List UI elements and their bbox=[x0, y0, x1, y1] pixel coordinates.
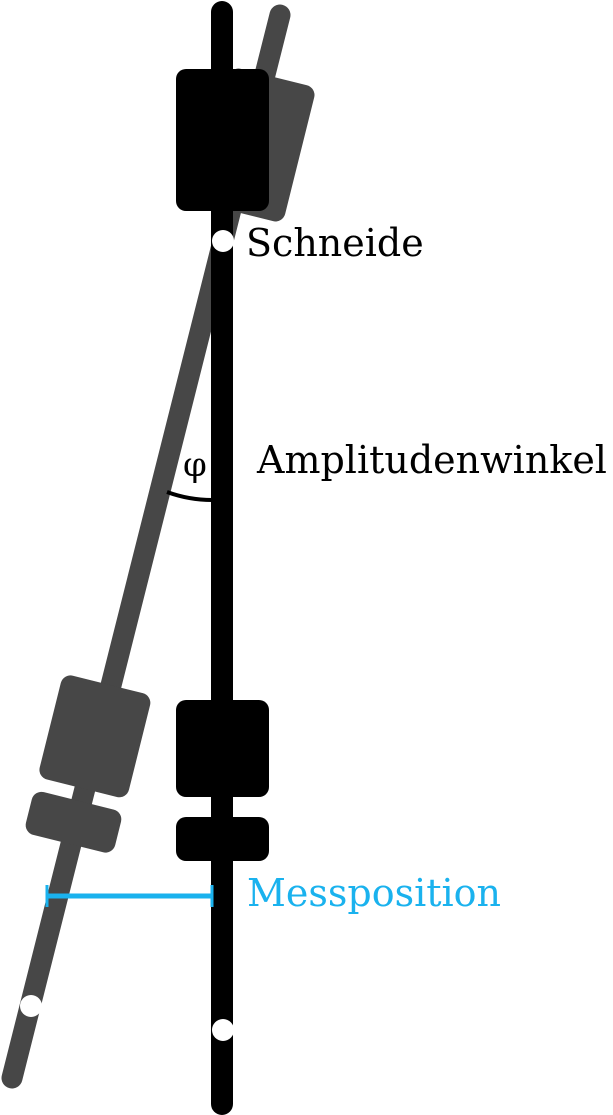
deflected-pendulum bbox=[1, 4, 315, 1089]
amplitude-label: Amplitudenwinkel bbox=[256, 438, 607, 482]
knife-edge-label: Schneide bbox=[246, 221, 424, 265]
rest-lower-weight-bottom bbox=[176, 817, 269, 861]
rest-lower-pivot bbox=[212, 1019, 234, 1041]
knife-edge-pivot bbox=[212, 230, 234, 252]
deflected-lower-pivot bbox=[20, 995, 42, 1017]
phi-symbol: φ bbox=[183, 445, 207, 485]
deflected-lower-weight-top bbox=[39, 675, 151, 798]
measure-position-label: Messposition bbox=[247, 871, 501, 915]
measure-marker bbox=[45, 885, 214, 907]
rest-pendulum bbox=[176, 1, 269, 1115]
rest-upper-weight bbox=[176, 69, 269, 211]
rest-lower-weight-top bbox=[176, 700, 269, 797]
deflected-lower-weight bbox=[25, 675, 151, 853]
amplitude-angle-arc bbox=[166, 490, 213, 502]
deflected-lower-weight-bottom bbox=[25, 791, 122, 853]
